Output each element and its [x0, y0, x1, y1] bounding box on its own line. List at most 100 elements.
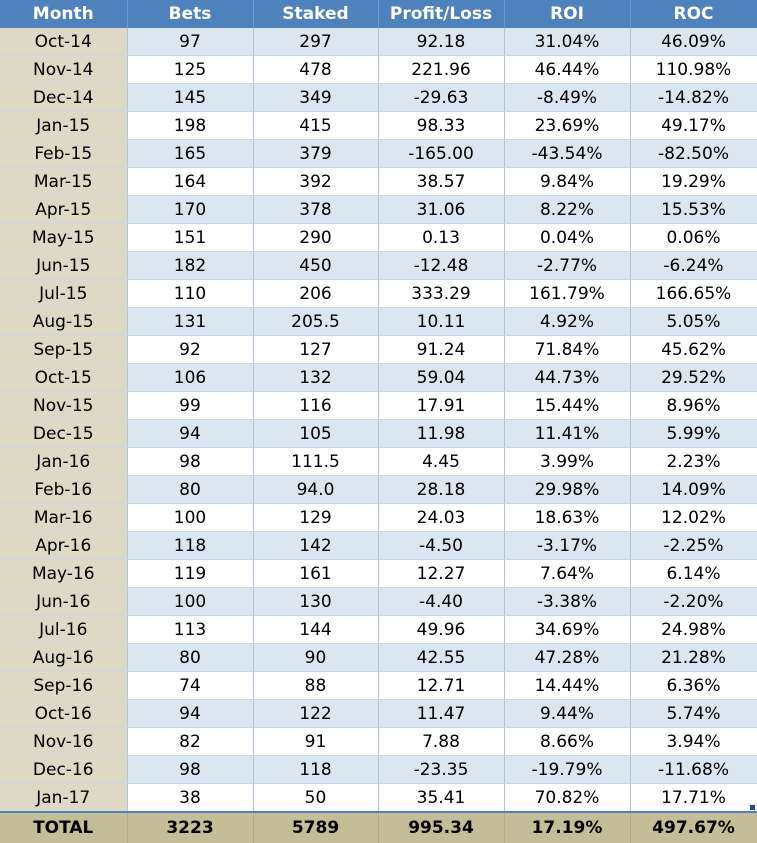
cell-roc: 46.09%	[630, 28, 757, 56]
cell-month: May-16	[0, 559, 128, 588]
cell-staked: 116	[253, 391, 379, 420]
cell-bets: 99	[127, 391, 254, 420]
cell-bets: 106	[127, 363, 254, 392]
table-row: Jul-15 110 206 333.29 161.79% 166.65%	[0, 279, 757, 308]
cell-month: Dec-15	[0, 419, 128, 448]
table-row: Oct-14 97 297 92.18 31.04% 46.09%	[0, 28, 757, 56]
cell-bets: 100	[127, 503, 254, 532]
cell-roc: 15.53%	[630, 195, 757, 224]
cell-bets: 80	[127, 475, 254, 504]
cell-month: Jul-15	[0, 279, 128, 308]
cell-profit-loss: 92.18	[378, 28, 505, 56]
table-row: Oct-16 94 122 11.47 9.44% 5.74%	[0, 699, 757, 728]
cell-month: Nov-15	[0, 391, 128, 420]
cell-staked: 206	[253, 279, 379, 308]
cell-profit-loss: -12.48	[378, 251, 505, 280]
table-row: Oct-15 106 132 59.04 44.73% 29.52%	[0, 363, 757, 392]
cell-bets: 38	[127, 783, 254, 813]
cell-roc: 24.98%	[630, 615, 757, 644]
table-row: Dec-16 98 118 -23.35 -19.79% -11.68%	[0, 755, 757, 784]
cell-profit-loss: -4.50	[378, 531, 505, 560]
cell-roc: 5.99%	[630, 419, 757, 448]
cell-bets: 98	[127, 755, 254, 784]
cell-roc: -14.82%	[630, 83, 757, 112]
cell-roi: 11.41%	[504, 419, 631, 448]
cell-roi: 7.64%	[504, 559, 631, 588]
cell-month: Jan-15	[0, 111, 128, 140]
cell-bets: 80	[127, 643, 254, 672]
table-row: Mar-16 100 129 24.03 18.63% 12.02%	[0, 503, 757, 532]
cell-roi: 70.82%	[504, 783, 631, 813]
column-header-roc: ROC	[630, 0, 757, 28]
cell-profit-loss: -23.35	[378, 755, 505, 784]
table-row: Jun-16 100 130 -4.40 -3.38% -2.20%	[0, 587, 757, 616]
cell-roi: -8.49%	[504, 83, 631, 112]
cell-profit-loss: -165.00	[378, 139, 505, 168]
table-row: Jan-17 38 50 35.41 70.82% 17.71%	[0, 783, 757, 813]
cell-roi: 8.22%	[504, 195, 631, 224]
cell-roi: 15.44%	[504, 391, 631, 420]
cell-roc: 2.23%	[630, 447, 757, 476]
cell-staked: 91	[253, 727, 379, 756]
cell-roc: -6.24%	[630, 251, 757, 280]
cell-month: Sep-16	[0, 671, 128, 700]
total-profit-loss: 995.34	[378, 811, 505, 843]
cell-month: Oct-14	[0, 28, 128, 56]
cell-month: Nov-14	[0, 55, 128, 84]
cell-roc: 3.94%	[630, 727, 757, 756]
cell-roc: 6.36%	[630, 671, 757, 700]
cell-staked: 111.5	[253, 447, 379, 476]
cell-roc: -11.68%	[630, 755, 757, 784]
total-roc: 497.67%	[630, 811, 757, 843]
cell-profit-loss: 12.71	[378, 671, 505, 700]
cell-bets: 92	[127, 335, 254, 364]
cell-roi: 44.73%	[504, 363, 631, 392]
cell-profit-loss: 7.88	[378, 727, 505, 756]
cell-staked: 142	[253, 531, 379, 560]
cell-profit-loss: 91.24	[378, 335, 505, 364]
cell-profit-loss: 35.41	[378, 783, 505, 813]
table-row: Aug-15 131 205.5 10.11 4.92% 5.05%	[0, 307, 757, 336]
cell-month: Jul-16	[0, 615, 128, 644]
cell-month: Aug-15	[0, 307, 128, 336]
cell-profit-loss: 31.06	[378, 195, 505, 224]
cell-bets: 110	[127, 279, 254, 308]
cell-bets: 118	[127, 531, 254, 560]
cell-roi: -3.38%	[504, 587, 631, 616]
cell-profit-loss: 10.11	[378, 307, 505, 336]
total-bets: 3223	[127, 811, 254, 843]
cell-roi: 14.44%	[504, 671, 631, 700]
table-row: Nov-14 125 478 221.96 46.44% 110.98%	[0, 55, 757, 84]
cell-roi: 9.84%	[504, 167, 631, 196]
cell-staked: 161	[253, 559, 379, 588]
cell-staked: 450	[253, 251, 379, 280]
cell-month: Dec-14	[0, 83, 128, 112]
cell-bets: 164	[127, 167, 254, 196]
cell-roc: -82.50%	[630, 139, 757, 168]
cell-roc: -2.25%	[630, 531, 757, 560]
table-row: Apr-16 118 142 -4.50 -3.17% -2.25%	[0, 531, 757, 560]
cell-roc: 14.09%	[630, 475, 757, 504]
cell-bets: 119	[127, 559, 254, 588]
cell-roi: 31.04%	[504, 28, 631, 56]
cell-roi: 3.99%	[504, 447, 631, 476]
cell-roi: 29.98%	[504, 475, 631, 504]
cell-roc: 110.98%	[630, 55, 757, 84]
cell-bets: 98	[127, 447, 254, 476]
cell-bets: 182	[127, 251, 254, 280]
cell-staked: 415	[253, 111, 379, 140]
cell-roi: 23.69%	[504, 111, 631, 140]
cell-bets: 165	[127, 139, 254, 168]
cell-staked: 90	[253, 643, 379, 672]
cell-profit-loss: 12.27	[378, 559, 505, 588]
cell-month: Aug-16	[0, 643, 128, 672]
cell-profit-loss: 17.91	[378, 391, 505, 420]
column-header-profit-loss: Profit/Loss	[378, 0, 505, 28]
table-footer: TOTAL 3223 5789 995.34 17.19% 497.67%	[0, 811, 757, 843]
cell-roi: 47.28%	[504, 643, 631, 672]
table-resize-handle[interactable]	[750, 805, 755, 810]
table-row: May-16 119 161 12.27 7.64% 6.14%	[0, 559, 757, 588]
cell-staked: 50	[253, 783, 379, 813]
cell-staked: 88	[253, 671, 379, 700]
cell-profit-loss: 98.33	[378, 111, 505, 140]
